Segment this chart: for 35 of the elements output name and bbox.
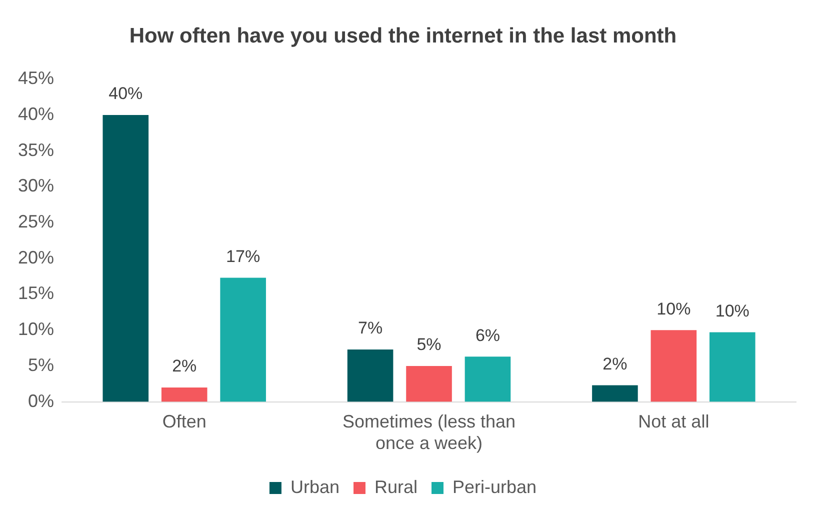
data-label: 40% xyxy=(108,84,143,104)
bar xyxy=(220,278,266,402)
bar xyxy=(592,385,638,402)
bar xyxy=(709,332,756,402)
y-tick-label: 35% xyxy=(18,140,54,160)
y-tick-label: 25% xyxy=(18,212,54,232)
legend-label: Rural xyxy=(374,476,418,497)
y-tick-label: 45% xyxy=(18,68,54,88)
data-label: 2% xyxy=(172,356,197,376)
bar xyxy=(161,387,208,402)
bar xyxy=(347,349,394,402)
bar xyxy=(406,366,452,402)
x-tick-label: Sometimes (less than once a week) xyxy=(342,412,516,454)
legend-label: Peri-urban xyxy=(452,476,537,497)
y-tick-label: 30% xyxy=(18,176,54,196)
data-label: 17% xyxy=(226,246,260,266)
data-label: 5% xyxy=(416,335,442,354)
data-label: 6% xyxy=(475,326,500,345)
y-tick-label: 40% xyxy=(18,104,54,124)
x-tick-label: Not at all xyxy=(638,412,710,432)
bar xyxy=(464,356,511,402)
data-label: 2% xyxy=(602,354,628,374)
bar xyxy=(102,115,149,402)
chart-title: How often have you used the internet in the last month xyxy=(129,24,677,48)
legend-label: Urban xyxy=(290,476,340,497)
y-tick-label: 5% xyxy=(28,354,54,375)
data-label: 10% xyxy=(656,299,691,318)
data-label: 10% xyxy=(715,301,750,320)
y-tick-label: 20% xyxy=(18,247,54,268)
bar xyxy=(650,330,697,402)
x-tick-label: Often xyxy=(162,412,206,432)
data-label: 7% xyxy=(358,318,383,338)
y-tick-label: 0% xyxy=(28,390,54,411)
y-tick-label: 15% xyxy=(18,283,54,304)
y-tick-label: 10% xyxy=(18,319,54,340)
